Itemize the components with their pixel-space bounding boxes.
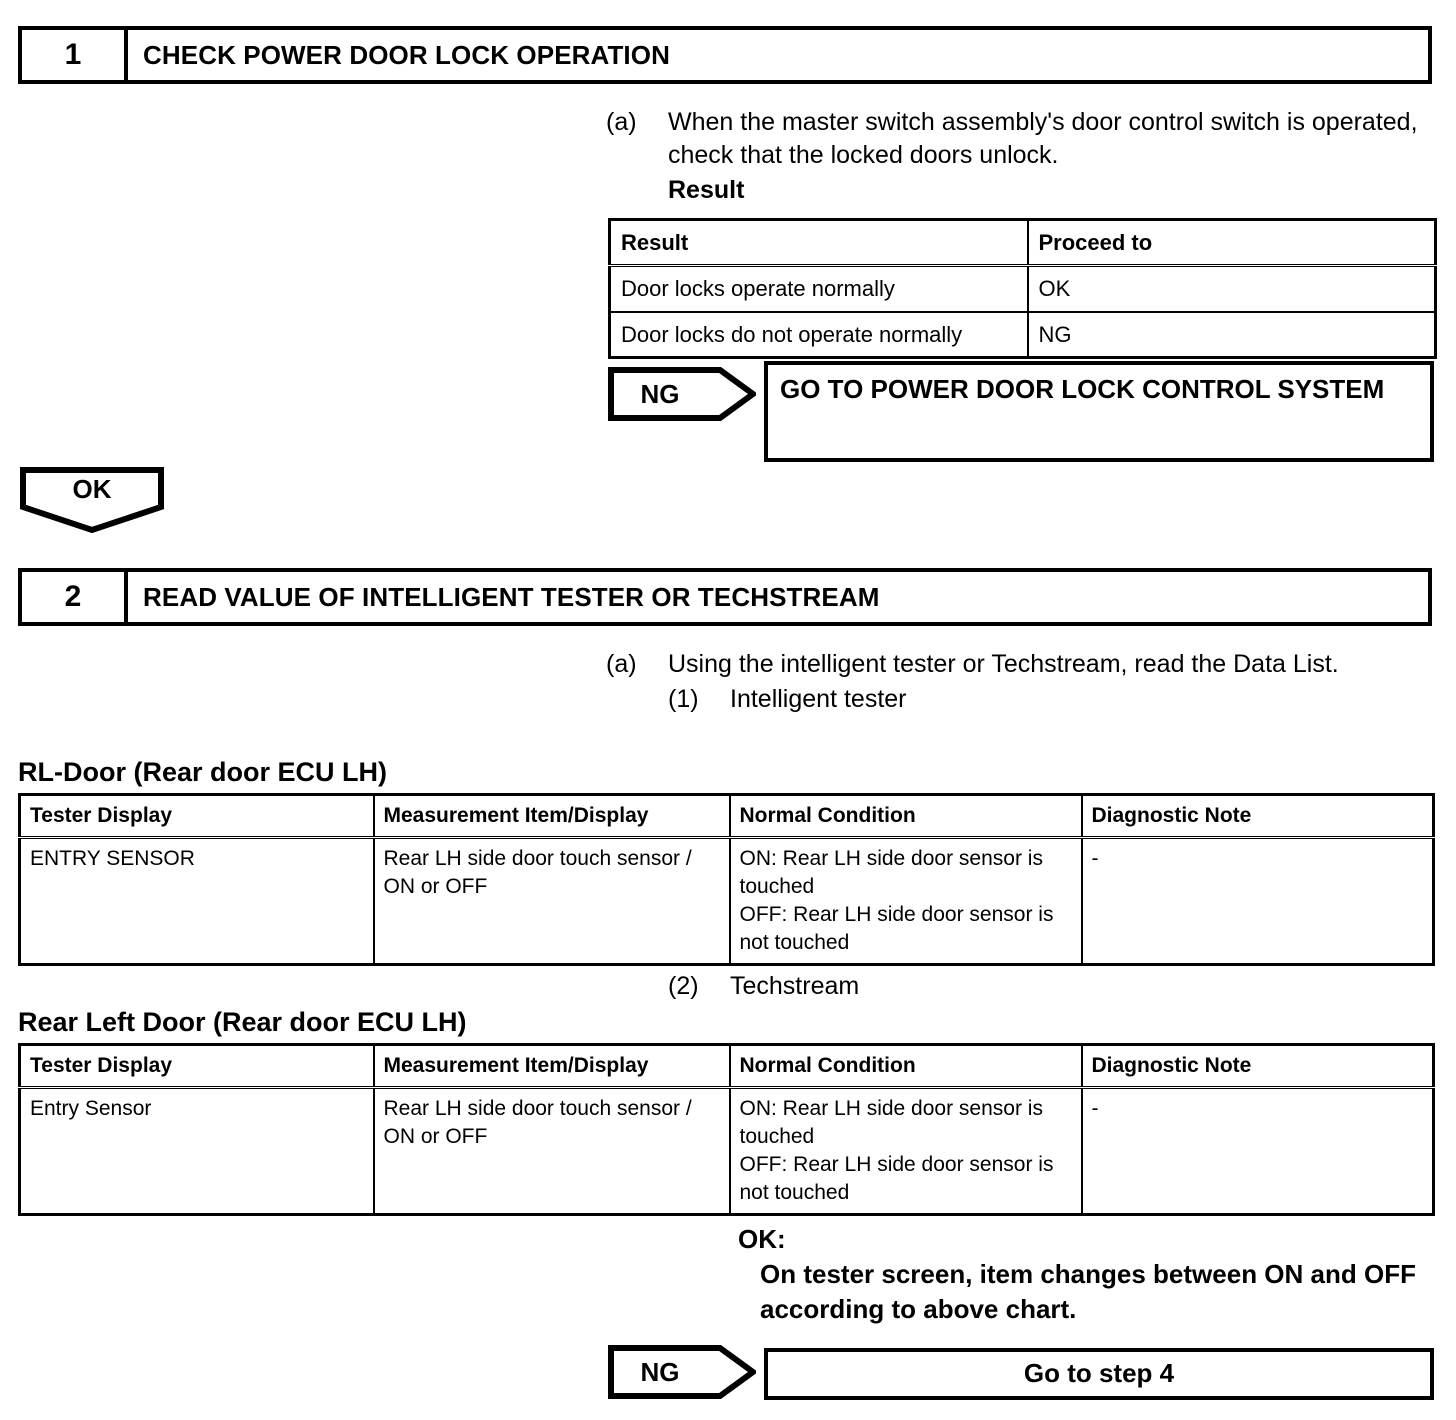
rl-door-data-table: Tester Display Measurement Item/Display … <box>18 793 1435 966</box>
rl-door-cell-tester-display: ENTRY SENSOR <box>18 836 375 966</box>
rear-left-door-col-diagnostic-note: Diagnostic Note <box>1080 1043 1435 1089</box>
step-2-number: 2 <box>22 572 128 622</box>
step-1-title: CHECK POWER DOOR LOCK OPERATION <box>143 39 670 70</box>
step-2-subitem-1-marker: (1) <box>668 685 699 713</box>
ng-target-step-1-text: GO TO POWER DOOR LOCK CONTROL SYSTEM <box>780 374 1385 404</box>
ng-arrow-step-2: NG <box>608 1345 756 1399</box>
step-1-instruction-text: When the master switch assembly's door c… <box>668 108 1418 169</box>
arrow-right-icon <box>608 1345 756 1399</box>
ng-arrow-step-1-label: NG <box>640 378 680 409</box>
result-cell-condition: Door locks do not operate normally <box>608 310 1029 359</box>
rl-door-col-tester-display: Tester Display <box>18 793 375 839</box>
rear-left-door-cell-tester-display: Entry Sensor <box>18 1086 375 1216</box>
rear-left-door-col-tester-display: Tester Display <box>18 1043 375 1089</box>
rear-left-door-table-heading: Rear Left Door (Rear door ECU LH) <box>18 1007 467 1037</box>
step-2-instruction: (a) Using the intelligent tester or Tech… <box>606 648 1436 716</box>
arrow-right-icon <box>608 367 756 421</box>
rl-door-col-diagnostic-note: Diagnostic Note <box>1080 793 1435 839</box>
step-1-instruction: (a) When the master switch assembly's do… <box>606 106 1436 207</box>
step-1-number: 1 <box>22 30 128 80</box>
table-row: ENTRY SENSOR Rear LH side door touch sen… <box>18 836 1435 966</box>
rear-left-door-col-normal-condition: Normal Condition <box>728 1043 1083 1089</box>
ng-target-box-step-2[interactable]: Go to step 4 <box>764 1348 1434 1400</box>
table-row: Door locks operate normally OK <box>608 264 1437 313</box>
result-cell-condition: Door locks operate normally <box>608 264 1029 313</box>
step-2-instruction-text: Using the intelligent tester or Techstre… <box>668 650 1339 678</box>
rear-left-door-cell-diagnostic-note: - <box>1080 1086 1435 1216</box>
ng-target-box-step-1[interactable]: GO TO POWER DOOR LOCK CONTROL SYSTEM <box>764 361 1434 462</box>
step-2-subitem-1-label: Intelligent tester <box>730 685 907 713</box>
rl-door-header-row: Tester Display Measurement Item/Display … <box>18 793 1435 839</box>
table-row: Door locks do not operate normally NG <box>608 310 1437 359</box>
rear-left-door-data-table: Tester Display Measurement Item/Display … <box>18 1043 1435 1216</box>
rl-door-col-normal-condition: Normal Condition <box>728 793 1083 839</box>
table-row: Entry Sensor Rear LH side door touch sen… <box>18 1086 1435 1216</box>
ng-arrow-step-1: NG <box>608 367 756 421</box>
ok-criteria-text: On tester screen, item changes between O… <box>760 1259 1416 1325</box>
rl-door-cell-normal-condition: ON: Rear LH side door sensor is touched … <box>728 836 1083 966</box>
rl-door-cell-measurement-item: Rear LH side door touch sensor / ON or O… <box>372 836 731 966</box>
step-2-instruction-marker: (a) <box>606 650 637 678</box>
arrow-down-icon <box>20 467 164 534</box>
step-1-result-label: Result <box>668 176 745 204</box>
step-2-subitem-2-marker: (2) <box>668 972 699 1000</box>
ok-arrow-step-1: OK <box>19 466 165 534</box>
step-2-header: 2 READ VALUE OF INTELLIGENT TESTER OR TE… <box>18 568 1432 626</box>
result-cell-proceed: OK <box>1026 264 1437 313</box>
step-2-subitem-2-label: Techstream <box>730 972 860 1000</box>
ok-criteria-label: OK: <box>738 1224 786 1254</box>
result-table: Result Proceed to Door locks operate nor… <box>608 218 1437 359</box>
ok-criteria-block: OK: On tester screen, item changes betwe… <box>738 1222 1438 1327</box>
rear-left-door-cell-normal-condition: ON: Rear LH side door sensor is touched … <box>728 1086 1083 1216</box>
result-table-header-row: Result Proceed to <box>608 218 1437 268</box>
step-2-subitem-2: (2) Techstream <box>668 970 1168 1003</box>
rl-door-col-measurement-item: Measurement Item/Display <box>372 793 731 839</box>
result-cell-proceed: NG <box>1026 310 1437 359</box>
rear-left-door-cell-measurement-item: Rear LH side door touch sensor / ON or O… <box>372 1086 731 1216</box>
rl-door-table-heading: RL-Door (Rear door ECU LH) <box>18 757 387 787</box>
rear-left-door-header-row: Tester Display Measurement Item/Display … <box>18 1043 1435 1089</box>
result-table-col-result: Result <box>608 218 1029 268</box>
ok-arrow-step-1-label: OK <box>72 473 112 504</box>
step-2-title: READ VALUE OF INTELLIGENT TESTER OR TECH… <box>143 581 880 612</box>
rear-left-door-col-measurement-item: Measurement Item/Display <box>372 1043 731 1089</box>
step-1-header: 1 CHECK POWER DOOR LOCK OPERATION <box>18 26 1432 84</box>
rl-door-cell-diagnostic-note: - <box>1080 836 1435 966</box>
result-table-col-proceed: Proceed to <box>1026 218 1437 268</box>
ng-target-step-2-text: Go to step 4 <box>1023 1358 1175 1389</box>
ng-arrow-step-2-label: NG <box>640 1356 680 1387</box>
step-1-instruction-marker: (a) <box>606 108 637 136</box>
